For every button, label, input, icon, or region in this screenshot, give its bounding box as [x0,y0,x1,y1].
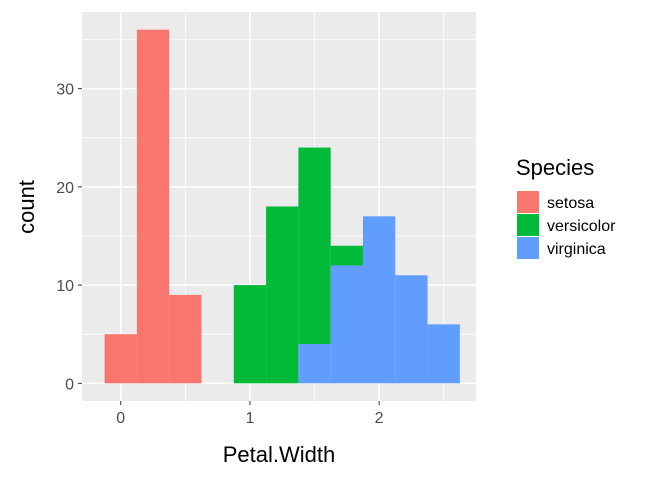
bar-versicolor-7 [330,245,363,266]
bar-virginica-8 [362,216,396,384]
x-tick-label: 1 [245,410,254,427]
bar-versicolor-4 [233,285,267,384]
y-axis-title: count [14,180,39,234]
legend-key-virginica [517,237,539,259]
y-tick-label: 10 [56,278,74,295]
legend-label-versicolor: versicolor [547,218,616,235]
legend-title: Species [516,155,594,180]
bar-setosa-1 [136,29,170,384]
bar-virginica-7 [330,265,363,384]
bar-virginica-6 [298,344,331,384]
legend-label-virginica: virginica [547,241,606,258]
bar-setosa-0 [104,334,137,384]
legend-key-versicolor [517,214,539,236]
bar-versicolor-5 [266,206,299,384]
histogram-bars [104,29,460,384]
y-tick-label: 0 [65,376,74,393]
y-tick-label: 20 [56,180,74,197]
bar-setosa-2 [169,294,202,384]
bar-versicolor-6 [298,147,331,345]
x-tick-label: 0 [116,410,125,427]
bar-virginica-9 [395,275,428,384]
bar-virginica-10 [427,324,460,384]
y-tick-label: 30 [56,82,74,99]
x-axis-title: Petal.Width [223,442,336,467]
x-tick-label: 2 [375,410,384,427]
legend-key-setosa [517,191,539,213]
legend: Species setosa versicolor virginica [516,155,616,259]
legend-label-setosa: setosa [547,195,594,212]
